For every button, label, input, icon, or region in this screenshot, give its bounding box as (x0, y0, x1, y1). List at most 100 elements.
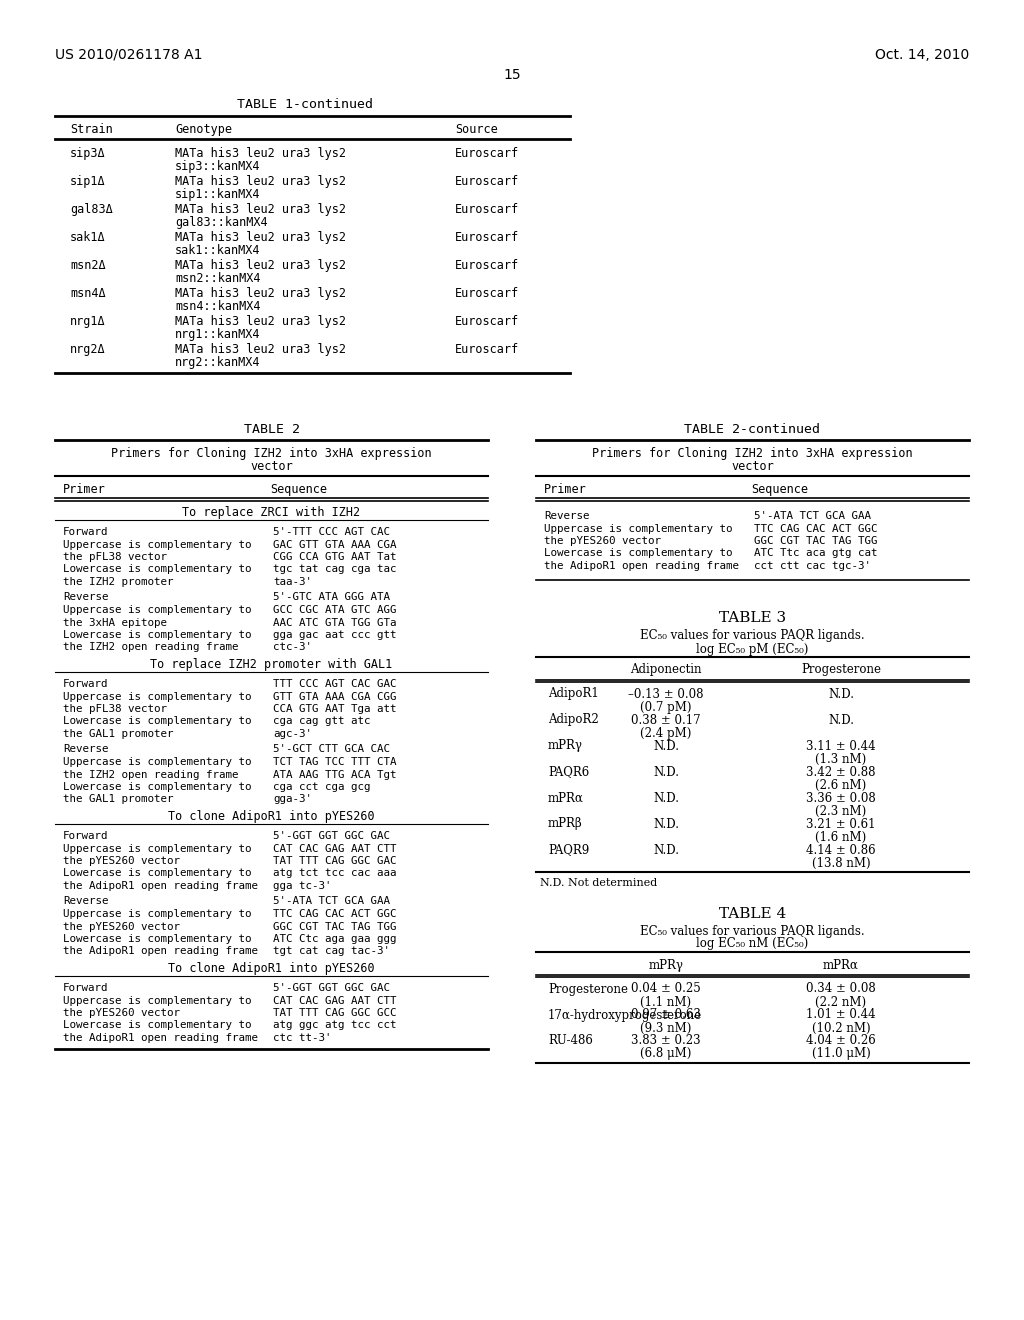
Text: 3.42 ± 0.88: 3.42 ± 0.88 (806, 766, 876, 779)
Text: Uppercase is complementary to: Uppercase is complementary to (63, 756, 252, 767)
Text: msn2::kanMX4: msn2::kanMX4 (175, 272, 260, 285)
Text: (13.8 nM): (13.8 nM) (812, 857, 870, 870)
Text: Oct. 14, 2010: Oct. 14, 2010 (874, 48, 969, 62)
Text: MATa his3 leu2 ura3 lys2: MATa his3 leu2 ura3 lys2 (175, 286, 346, 300)
Text: 5'-GCT CTT GCA CAC: 5'-GCT CTT GCA CAC (273, 744, 390, 755)
Text: the IZH2 promoter: the IZH2 promoter (63, 577, 173, 587)
Text: the pFL38 vector: the pFL38 vector (63, 552, 167, 562)
Text: 3.21 ± 0.61: 3.21 ± 0.61 (806, 817, 876, 830)
Text: nrg1::kanMX4: nrg1::kanMX4 (175, 327, 260, 341)
Text: (11.0 μM): (11.0 μM) (812, 1048, 870, 1060)
Text: vector: vector (250, 459, 293, 473)
Text: TAT TTT CAG GGC GCC: TAT TTT CAG GGC GCC (273, 1008, 396, 1018)
Text: Forward: Forward (63, 527, 109, 537)
Text: msn4Δ: msn4Δ (70, 286, 105, 300)
Text: Primers for Cloning IZH2 into 3xHA expression: Primers for Cloning IZH2 into 3xHA expre… (592, 447, 912, 459)
Text: sak1::kanMX4: sak1::kanMX4 (175, 244, 260, 257)
Text: gal83::kanMX4: gal83::kanMX4 (175, 216, 267, 228)
Text: cct ctt cac tgc-3': cct ctt cac tgc-3' (754, 561, 871, 572)
Text: 4.14 ± 0.86: 4.14 ± 0.86 (806, 843, 876, 857)
Text: cga cct cga gcg: cga cct cga gcg (273, 781, 371, 792)
Text: sak1Δ: sak1Δ (70, 231, 105, 244)
Text: Lowercase is complementary to: Lowercase is complementary to (63, 781, 252, 792)
Text: (1.1 nM): (1.1 nM) (640, 995, 691, 1008)
Text: MATa his3 leu2 ura3 lys2: MATa his3 leu2 ura3 lys2 (175, 259, 346, 272)
Text: the pYES260 vector: the pYES260 vector (63, 1008, 180, 1018)
Text: N.D.: N.D. (653, 792, 679, 804)
Text: tgc tat cag cga tac: tgc tat cag cga tac (273, 565, 396, 574)
Text: 0.97 ± 0.63: 0.97 ± 0.63 (631, 1008, 701, 1022)
Text: Reverse: Reverse (63, 744, 109, 755)
Text: atg ggc atg tcc cct: atg ggc atg tcc cct (273, 1020, 396, 1031)
Text: Euroscarf: Euroscarf (455, 203, 519, 216)
Text: ctc-3': ctc-3' (273, 643, 312, 652)
Text: log EC₅₀ nM (EC₅₀): log EC₅₀ nM (EC₅₀) (696, 937, 809, 950)
Text: GGC CGT TAC TAG TGG: GGC CGT TAC TAG TGG (754, 536, 878, 546)
Text: Euroscarf: Euroscarf (455, 231, 519, 244)
Text: 17α-hydroxyprogesterone: 17α-hydroxyprogesterone (548, 1008, 702, 1022)
Text: CAT CAC GAG AAT CTT: CAT CAC GAG AAT CTT (273, 995, 396, 1006)
Text: Primer: Primer (544, 483, 587, 496)
Text: gal83Δ: gal83Δ (70, 203, 113, 216)
Text: GAC GTT GTA AAA CGA: GAC GTT GTA AAA CGA (273, 540, 396, 549)
Text: Uppercase is complementary to: Uppercase is complementary to (63, 540, 252, 549)
Text: N.D.: N.D. (828, 714, 854, 726)
Text: the pYES260 vector: the pYES260 vector (63, 921, 180, 932)
Text: US 2010/0261178 A1: US 2010/0261178 A1 (55, 48, 203, 62)
Text: the GAL1 promoter: the GAL1 promoter (63, 795, 173, 804)
Text: Reverse: Reverse (544, 511, 590, 521)
Text: Uppercase is complementary to: Uppercase is complementary to (63, 909, 252, 919)
Text: PAQR6: PAQR6 (548, 766, 589, 779)
Text: Primer: Primer (63, 483, 105, 496)
Text: gga tc-3': gga tc-3' (273, 880, 332, 891)
Text: Sequence: Sequence (270, 483, 327, 496)
Text: Euroscarf: Euroscarf (455, 176, 519, 187)
Text: TABLE 4: TABLE 4 (719, 907, 786, 920)
Text: taa-3': taa-3' (273, 577, 312, 587)
Text: CAT CAC GAG AAT CTT: CAT CAC GAG AAT CTT (273, 843, 396, 854)
Text: Uppercase is complementary to: Uppercase is complementary to (63, 692, 252, 701)
Text: mPRγ: mPRγ (648, 958, 683, 972)
Text: TABLE 1-continued: TABLE 1-continued (237, 98, 373, 111)
Text: GGC CGT TAC TAG TGG: GGC CGT TAC TAG TGG (273, 921, 396, 932)
Text: Forward: Forward (63, 678, 109, 689)
Text: 3.83 ± 0.23: 3.83 ± 0.23 (631, 1035, 700, 1048)
Text: TABLE 3: TABLE 3 (719, 611, 786, 626)
Text: (2.6 nM): (2.6 nM) (815, 779, 866, 792)
Text: nrg2Δ: nrg2Δ (70, 343, 105, 356)
Text: Lowercase is complementary to: Lowercase is complementary to (544, 549, 732, 558)
Text: 15: 15 (503, 69, 521, 82)
Text: To replace ZRCI with IZH2: To replace ZRCI with IZH2 (182, 506, 360, 519)
Text: sip3Δ: sip3Δ (70, 147, 105, 160)
Text: the IZH2 open reading frame: the IZH2 open reading frame (63, 770, 239, 780)
Text: msn2Δ: msn2Δ (70, 259, 105, 272)
Text: Lowercase is complementary to: Lowercase is complementary to (63, 1020, 252, 1031)
Text: To replace IZH2 promoter with GAL1: To replace IZH2 promoter with GAL1 (151, 657, 392, 671)
Text: Euroscarf: Euroscarf (455, 259, 519, 272)
Text: 5'-ATA TCT GCA GAA: 5'-ATA TCT GCA GAA (754, 511, 871, 521)
Text: AAC ATC GTA TGG GTa: AAC ATC GTA TGG GTa (273, 618, 396, 627)
Text: cga cag gtt atc: cga cag gtt atc (273, 717, 371, 726)
Text: 5'-GTC ATA GGG ATA: 5'-GTC ATA GGG ATA (273, 593, 390, 602)
Text: (9.3 nM): (9.3 nM) (640, 1022, 691, 1035)
Text: TTC CAG CAC ACT GGC: TTC CAG CAC ACT GGC (273, 909, 396, 919)
Text: 5'-ATA TCT GCA GAA: 5'-ATA TCT GCA GAA (273, 896, 390, 907)
Text: msn4::kanMX4: msn4::kanMX4 (175, 300, 260, 313)
Text: To clone AdipoR1 into pYES260: To clone AdipoR1 into pYES260 (168, 962, 375, 975)
Text: sip1::kanMX4: sip1::kanMX4 (175, 187, 260, 201)
Text: CCA GTG AAT Tga att: CCA GTG AAT Tga att (273, 704, 396, 714)
Text: N.D.: N.D. (653, 766, 679, 779)
Text: TCT TAG TCC TTT CTA: TCT TAG TCC TTT CTA (273, 756, 396, 767)
Text: MATa his3 leu2 ura3 lys2: MATa his3 leu2 ura3 lys2 (175, 231, 346, 244)
Text: mPRα: mPRα (548, 792, 584, 804)
Text: MATa his3 leu2 ura3 lys2: MATa his3 leu2 ura3 lys2 (175, 147, 346, 160)
Text: agc-3': agc-3' (273, 729, 312, 739)
Text: 0.34 ± 0.08: 0.34 ± 0.08 (806, 982, 876, 995)
Text: mPRα: mPRα (823, 958, 859, 972)
Text: the AdipoR1 open reading frame: the AdipoR1 open reading frame (63, 1034, 258, 1043)
Text: mPRβ: mPRβ (548, 817, 583, 830)
Text: MATa his3 leu2 ura3 lys2: MATa his3 leu2 ura3 lys2 (175, 203, 346, 216)
Text: Progesterone: Progesterone (548, 982, 628, 995)
Text: EC₅₀ values for various PAQR ligands.: EC₅₀ values for various PAQR ligands. (640, 630, 865, 643)
Text: N.D.: N.D. (828, 688, 854, 701)
